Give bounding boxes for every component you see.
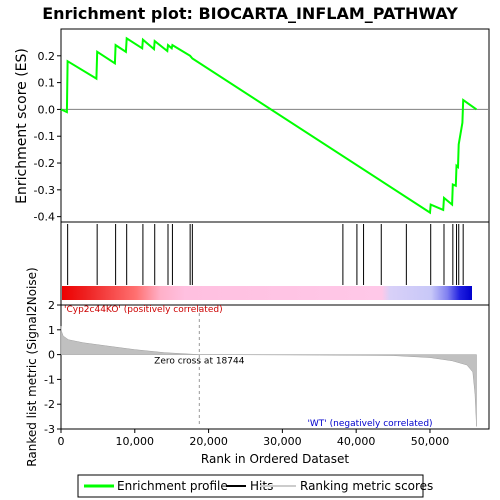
- es-y-tick-label: -0.2: [34, 157, 55, 170]
- metric-y-tick-label: -1: [44, 373, 55, 386]
- metric-y-axis-label: Ranked list metric (Signal2Noise): [25, 267, 39, 466]
- es-y-tick-label: 0.2: [38, 50, 56, 63]
- x-axis-label: Rank in Ordered Dataset: [201, 452, 349, 466]
- es-y-axis-label: Enrichment score (ES): [14, 48, 30, 204]
- x-tick-label: 30,000: [263, 435, 302, 448]
- x-tick-label: 0: [58, 435, 65, 448]
- es-y-tick-label: 0.0: [38, 103, 56, 116]
- positive-label: 'Cyp2c44KO' (positively correlated): [64, 305, 223, 315]
- es-y-tick-label: -0.3: [34, 184, 55, 197]
- metric-area-fill: [60, 326, 477, 427]
- zero-cross-label: Zero cross at 18744: [154, 356, 245, 366]
- legend-frame: [77, 474, 424, 498]
- x-tick-label: 10,000: [116, 435, 155, 448]
- legend-profile-label: Enrichment profile: [117, 479, 228, 493]
- legend: Enrichment profile Hits Ranking metric s…: [77, 474, 433, 498]
- es-y-tick-label: -0.4: [34, 211, 55, 224]
- es-panel: 0.2 0.1 0.0 -0.1 -0.2 -0.3 -0.4 Enrichment sco…: [14, 28, 490, 224]
- metric-y-tick-label: 0: [48, 349, 55, 362]
- metric-y-tick-label: -3: [44, 423, 55, 436]
- ranking-color-bar: [62, 286, 472, 300]
- x-tick-label: 40,000: [337, 435, 376, 448]
- metric-y-ticks: 2 1 0 -1 -2 -3: [44, 299, 61, 436]
- enrichment-profile-line: [60, 36, 478, 215]
- metric-panel-frame: [60, 304, 490, 430]
- hits-panel: [60, 221, 490, 306]
- legend-metric-label: Ranking metric scores: [300, 479, 433, 493]
- es-y-ticks: 0.2 0.1 0.0 -0.1 -0.2 -0.3 -0.4: [34, 50, 61, 224]
- es-y-tick-label: 0.1: [38, 77, 56, 90]
- metric-y-tick-label: 2: [48, 299, 55, 312]
- metric-y-tick-label: 1: [48, 324, 55, 337]
- es-profile-line: [60, 36, 478, 215]
- metric-y-tick-label: -2: [44, 398, 55, 411]
- metric-area: [60, 326, 477, 427]
- es-y-tick-label: -0.1: [34, 130, 55, 143]
- es-panel-frame: [60, 28, 490, 223]
- metric-x-ticks: 0 10,000 20,000 30,000 40,000 50,000: [58, 429, 450, 448]
- chart-title: Enrichment plot: BIOCARTA_INFLAM_PATHWAY: [42, 4, 458, 23]
- hit-marks: [67, 224, 464, 285]
- x-tick-label: 20,000: [189, 435, 228, 448]
- metric-panel: 2 1 0 -1 -2 -3 0 10,000 20,000 30,000 40,000 50,00…: [25, 267, 490, 467]
- negative-label: 'WT' (negatively correlated): [307, 419, 432, 429]
- x-tick-label: 50,000: [411, 435, 450, 448]
